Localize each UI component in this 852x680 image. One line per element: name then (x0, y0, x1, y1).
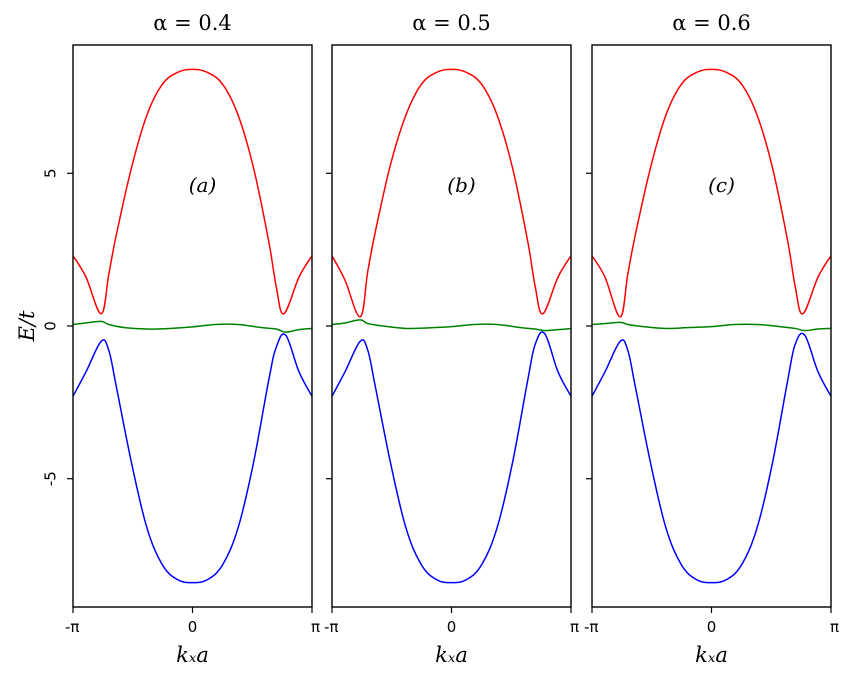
panel-title: α = 0.4 (153, 11, 232, 35)
lower-band-line (592, 332, 831, 584)
y-axis-label: E/t (15, 310, 39, 342)
x-tick-label: π (311, 618, 320, 636)
x-tick-label: -π (584, 618, 598, 636)
x-tick-label: π (570, 618, 579, 636)
middle-band-line (592, 321, 831, 332)
lower-band-line (73, 333, 312, 584)
panel-title: α = 0.5 (412, 11, 491, 35)
x-axis-label: kₓa (695, 643, 728, 667)
x-tick-label: -π (65, 618, 79, 636)
upper-band-line (332, 68, 571, 318)
panel-2: -π 0 π α = 0.5 (b) kₓa (324, 11, 579, 667)
series-group (332, 68, 571, 584)
x-tick-label: -π (324, 618, 338, 636)
series-group (73, 68, 312, 584)
panel-label: (b) (447, 173, 475, 197)
y-tick-label: -5 (42, 471, 60, 486)
panel-1: 5 0 -5 -π 0 π α = 0.4 (a) kₓa E/t (15, 11, 320, 667)
middle-band-line (332, 319, 571, 332)
y-tick-label: 5 (42, 169, 60, 179)
y-tick-label: 0 (42, 321, 60, 331)
panel-title: α = 0.6 (672, 11, 751, 35)
panel-3: -π 0 π α = 0.6 (c) kₓa (584, 11, 839, 667)
panel-label: (c) (708, 173, 735, 197)
upper-band-line (73, 68, 312, 315)
x-tick-label: π (830, 618, 839, 636)
panel-label: (a) (189, 173, 217, 197)
x-axis-label: kₓa (176, 643, 209, 667)
x-tick-label: 0 (707, 618, 717, 636)
x-tick-label: 0 (447, 618, 457, 636)
lower-band-line (332, 331, 571, 584)
upper-band-line (592, 68, 831, 318)
middle-band-line (73, 320, 312, 333)
x-tick-label: 0 (188, 618, 198, 636)
x-axis-label: kₓa (435, 643, 468, 667)
series-group (592, 68, 831, 584)
plot-frame (72, 44, 313, 608)
